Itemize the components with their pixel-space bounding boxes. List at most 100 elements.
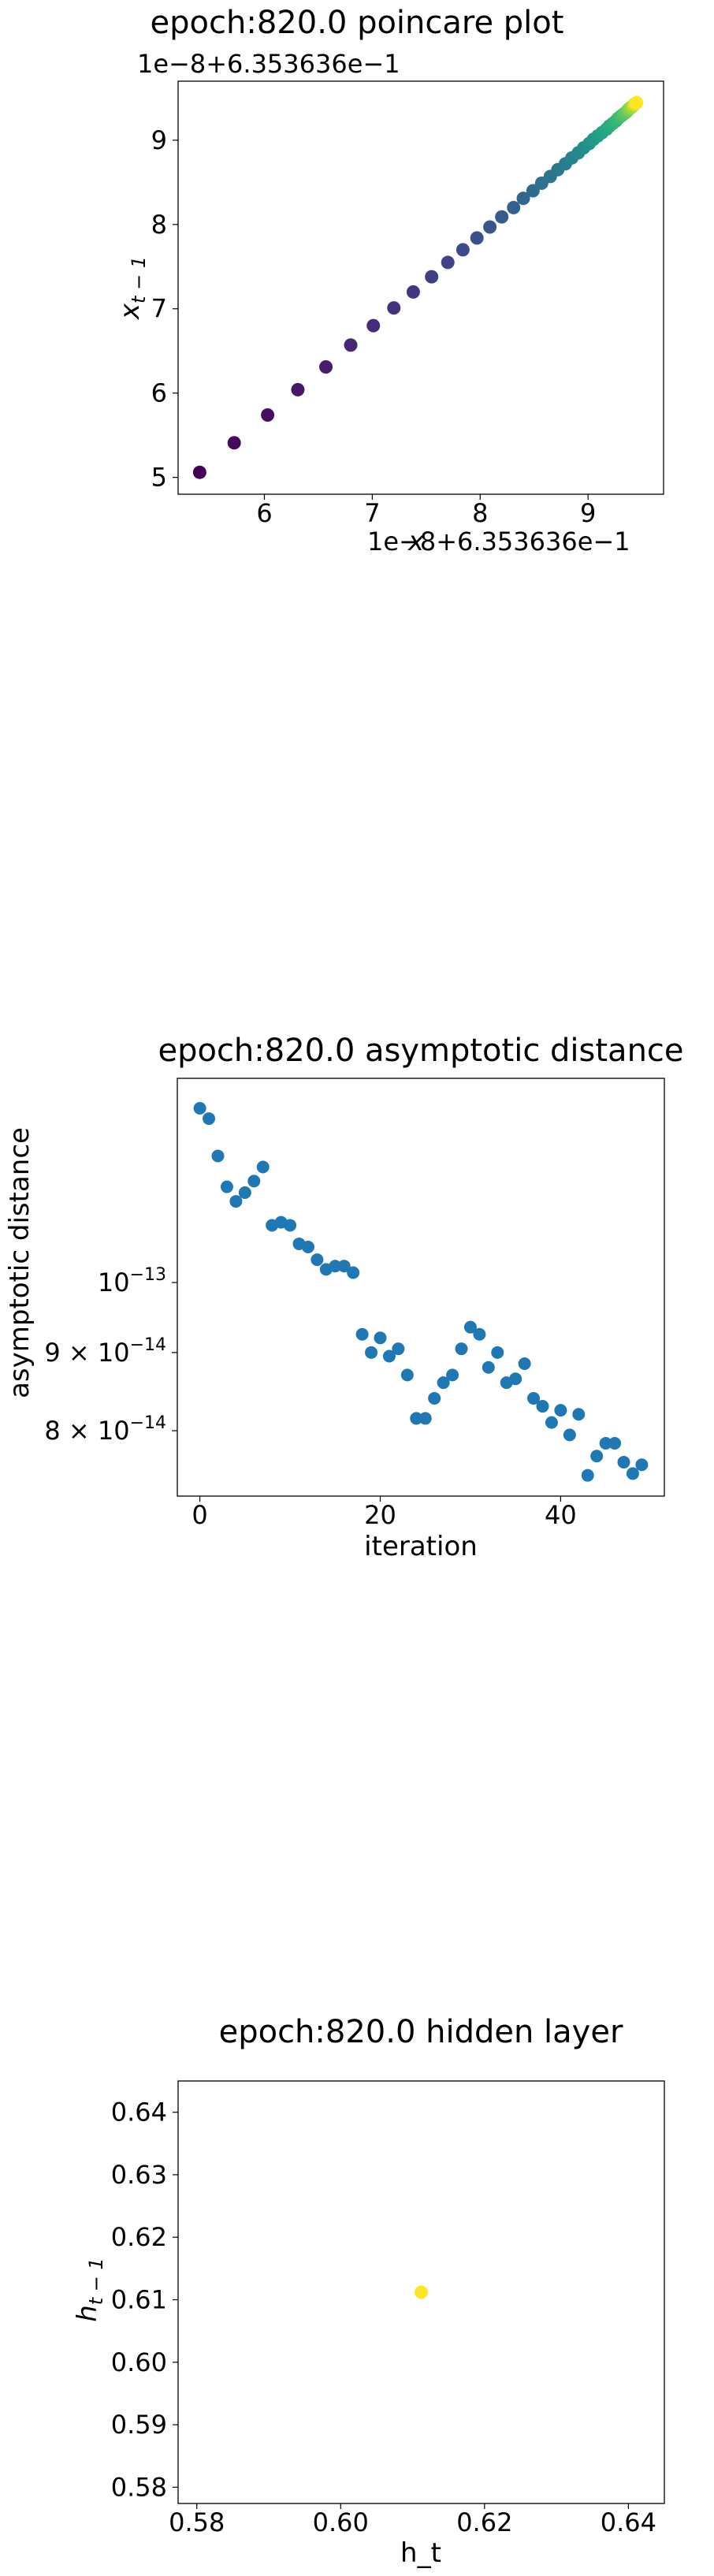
data-point: [337, 1260, 351, 1273]
data-point: [470, 231, 484, 245]
y-offset-text: 1e−8+6.353636e−1: [137, 49, 400, 79]
data-point: [463, 1320, 477, 1334]
chart-title: epoch:820.0 hidden layer: [219, 2014, 623, 2050]
x-tick-label: 6: [256, 498, 272, 528]
chart-asymptotic-distance: epoch:820.0 asymptotic distance 0 20 40 10−1…: [4, 1033, 684, 1562]
data-point: [238, 1186, 251, 1199]
y-tick-label: 8: [151, 210, 167, 240]
chart-hidden-layer: epoch:820.0 hidden layer 0.58 0.60 0.62 0.64…: [72, 2014, 665, 2569]
x-tick-label: 0: [192, 1500, 207, 1530]
x-tick-label: 0.62: [456, 2507, 512, 2537]
data-point: [428, 1391, 441, 1405]
data-point: [437, 1376, 450, 1390]
x-tick-label: 40: [545, 1500, 577, 1530]
data-point: [482, 1361, 495, 1374]
y-axis-label: asymptotic distance: [4, 1127, 35, 1398]
y-tick-label: 0.60: [111, 2347, 167, 2377]
x-tick-label: 0.64: [601, 2507, 656, 2537]
data-point: [366, 318, 381, 333]
y-axis-label: ht − 1: [72, 2258, 107, 2322]
axes-frame: [177, 1078, 665, 1497]
data-point: [227, 436, 241, 450]
x-tick-label: 0.60: [313, 2507, 369, 2537]
data-point: [526, 184, 540, 198]
y-tick-label: 0.58: [111, 2472, 167, 2502]
data-point: [617, 1455, 630, 1469]
data-point: [483, 220, 497, 234]
data-point: [192, 465, 206, 479]
data-point: [374, 1331, 387, 1345]
y-tick-label: 9: [151, 125, 167, 155]
x-offset-text: 1e−8+6.353636e−1: [367, 527, 630, 557]
data-point: [456, 243, 470, 257]
data-point: [581, 1469, 594, 1482]
x-axis-label: h_t: [400, 2537, 441, 2569]
y-tick-label: 0.61: [111, 2285, 167, 2315]
data-point: [507, 200, 521, 214]
data-point: [400, 1368, 414, 1382]
data-point: [495, 210, 509, 224]
data-point: [630, 95, 644, 110]
data-point: [261, 408, 275, 422]
x-tick-label: 9: [580, 498, 596, 528]
y-tick-label: 8 × 10−14: [44, 1413, 166, 1446]
data-point: [229, 1195, 243, 1208]
data-point: [220, 1180, 233, 1193]
data-point: [203, 1112, 216, 1126]
data-point: [319, 360, 333, 374]
axes-frame: [177, 80, 664, 495]
x-axis-label: iteration: [364, 1531, 478, 1562]
data-point: [491, 1346, 504, 1359]
x-tick-label: 0.58: [169, 2507, 225, 2537]
y-tick-label: 5: [151, 463, 167, 493]
x-tick-label: 20: [364, 1500, 396, 1530]
data-point: [193, 1102, 206, 1115]
data-point: [509, 1372, 522, 1386]
y-tick-label: 10−13: [98, 1265, 166, 1297]
data-point: [516, 192, 530, 206]
data-point: [527, 1391, 541, 1405]
data-point: [247, 1174, 261, 1188]
data-point: [410, 1412, 423, 1425]
data-point: [455, 1342, 468, 1356]
data-point: [635, 1458, 649, 1472]
data-point: [608, 1437, 622, 1450]
data-point: [425, 270, 439, 284]
data-point: [418, 1412, 432, 1425]
data-point: [446, 1368, 459, 1382]
y-tick-label: 0.59: [111, 2410, 167, 2440]
chart-poincare-plot: epoch:820.0 poincare plot 1e−8+6.353636e−…: [114, 5, 664, 557]
data-point: [355, 1327, 369, 1341]
chart-title: epoch:820.0 asymptotic distance: [158, 1033, 683, 1069]
data-point: [382, 1349, 396, 1363]
y-axis-label: xt − 1: [114, 256, 150, 320]
axes-frame: [177, 2080, 665, 2504]
chart-title: epoch:820.0 poincare plot: [151, 5, 564, 41]
y-tick-label: 7: [151, 294, 167, 324]
data-point: [415, 2285, 428, 2299]
data-point: [599, 1437, 612, 1450]
data-point: [347, 1266, 360, 1279]
y-tick-label: 0.63: [111, 2160, 167, 2190]
x-tick-label: 8: [472, 498, 488, 528]
data-point: [291, 382, 305, 396]
x-axis-label: x: [407, 526, 425, 557]
data-point: [563, 1428, 576, 1442]
data-point: [365, 1346, 378, 1359]
data-point: [211, 1149, 225, 1163]
data-point: [284, 1219, 297, 1232]
y-tick-label: 6: [151, 378, 167, 408]
data-point: [344, 338, 358, 352]
y-tick-label: 0.64: [111, 2098, 167, 2127]
data-point: [545, 1416, 558, 1429]
data-point: [441, 255, 455, 270]
data-point: [554, 1404, 567, 1417]
data-point: [473, 1327, 486, 1341]
y-tick-label: 0.62: [111, 2222, 167, 2252]
data-point: [301, 1240, 314, 1253]
y-tick-label: 9 × 10−14: [44, 1335, 166, 1368]
data-point: [387, 301, 401, 315]
data-point: [256, 1160, 270, 1174]
data-point: [626, 1467, 639, 1480]
